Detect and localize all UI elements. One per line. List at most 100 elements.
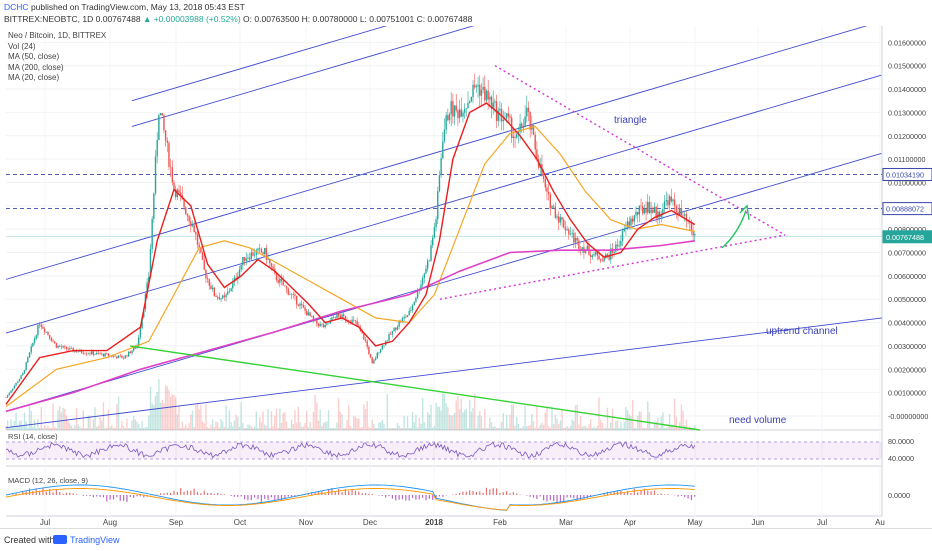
author-link[interactable]: DCHC xyxy=(4,2,29,12)
volume-bar xyxy=(405,428,406,430)
volume-bar xyxy=(422,398,423,430)
macd-histogram-bar xyxy=(362,493,363,495)
volume-bar xyxy=(351,428,352,430)
candle-body xyxy=(593,254,594,255)
volume-bar xyxy=(669,414,670,430)
volume-bar xyxy=(14,421,15,430)
volume-bar xyxy=(382,420,383,430)
volume-bar xyxy=(568,428,569,430)
volume-bar xyxy=(538,428,539,430)
candle-body xyxy=(566,229,567,230)
candle-body xyxy=(456,106,457,111)
volume-bar xyxy=(427,412,428,430)
candle-body xyxy=(669,196,670,205)
candle-body xyxy=(442,142,443,159)
volume-bar xyxy=(456,400,457,430)
volume-bar xyxy=(237,417,238,430)
volume-bar xyxy=(101,421,102,430)
volume-bar xyxy=(251,426,252,430)
candle-body xyxy=(227,292,228,295)
volume-bar xyxy=(306,411,307,430)
volume-bar xyxy=(284,412,285,430)
volume-bar xyxy=(647,402,648,430)
x-tick-label: Mar xyxy=(559,518,573,527)
volume-bar xyxy=(34,420,35,430)
candle-body xyxy=(477,85,478,87)
candle-body xyxy=(487,91,488,100)
candle-body xyxy=(632,219,633,222)
macd-histogram-bar xyxy=(237,495,238,497)
macd-histogram-bar xyxy=(254,495,255,498)
macd-histogram-bar xyxy=(231,495,232,496)
candle-body xyxy=(630,219,631,226)
volume-bar xyxy=(629,415,630,430)
volume-bar xyxy=(229,410,230,430)
volume-bar xyxy=(219,428,220,430)
volume-bar xyxy=(619,428,620,430)
candle-body xyxy=(294,294,295,295)
candle-body xyxy=(271,263,272,266)
candle-body xyxy=(482,87,483,90)
macd-histogram-bar xyxy=(469,490,470,495)
candle-body xyxy=(577,238,578,240)
publish-info: published on TradingView.com, May 13, 20… xyxy=(31,2,245,12)
volume-bar xyxy=(54,427,55,430)
candle-body xyxy=(434,227,435,238)
volume-bar xyxy=(487,428,488,430)
candle-body xyxy=(528,108,529,112)
candle-body xyxy=(452,101,453,116)
candle-body xyxy=(311,316,312,317)
volume-bar xyxy=(261,422,262,430)
volume-bar xyxy=(47,426,48,430)
candle-body xyxy=(637,212,638,215)
macd-histogram-bar xyxy=(46,491,47,495)
open-value: O: 0.00763500 xyxy=(243,14,299,24)
last-price: 0.00767488 xyxy=(96,14,141,24)
volume-bar xyxy=(494,426,495,430)
candle-body xyxy=(657,212,658,219)
candle-body xyxy=(440,158,441,175)
candle-body xyxy=(32,343,33,346)
quote-line: BITTREX:NEOBTC, 1D 0.00767488 ▲ +0.00003… xyxy=(4,14,472,24)
volume-bar xyxy=(230,422,231,430)
candle-body xyxy=(676,206,677,212)
candle-body xyxy=(316,320,317,324)
macd-histogram-bar xyxy=(405,495,406,501)
candle-body xyxy=(296,296,297,305)
y-tick-label: 0.00100000 xyxy=(888,389,926,398)
volume-bar xyxy=(163,403,164,430)
candle-body xyxy=(328,323,329,324)
macd-histogram-bar xyxy=(570,495,571,497)
candle-body xyxy=(484,87,485,100)
macd-histogram-bar xyxy=(133,495,134,498)
rsi-tick: 40.0000 xyxy=(888,454,914,463)
volume-bar xyxy=(52,403,53,430)
candle-body xyxy=(503,120,504,122)
volume-bar xyxy=(199,410,200,430)
volume-bar xyxy=(613,428,614,430)
volume-bar xyxy=(116,404,117,430)
candle-body xyxy=(619,246,620,247)
candle-body xyxy=(123,358,124,359)
candle-body xyxy=(96,353,97,354)
candle-body xyxy=(556,216,557,217)
candle-body xyxy=(575,238,576,242)
volume-bar xyxy=(325,422,326,430)
volume-bar xyxy=(393,428,394,430)
price-change: ▲ +0.00003988 (+0.52%) xyxy=(143,14,241,24)
candle-body xyxy=(650,210,651,213)
candle-body xyxy=(229,291,230,292)
volume-bar xyxy=(313,412,314,430)
volume-bar xyxy=(89,416,90,430)
candle-body xyxy=(178,190,179,192)
tradingview-link[interactable]: TradingView xyxy=(70,535,120,545)
volume-bar xyxy=(545,413,546,430)
candle-body xyxy=(158,115,159,140)
volume-bar xyxy=(632,400,633,430)
candle-body xyxy=(125,355,126,358)
candle-body xyxy=(187,214,188,216)
candle-body xyxy=(244,257,245,261)
candle-body xyxy=(355,320,356,321)
volume-bar xyxy=(556,418,557,430)
